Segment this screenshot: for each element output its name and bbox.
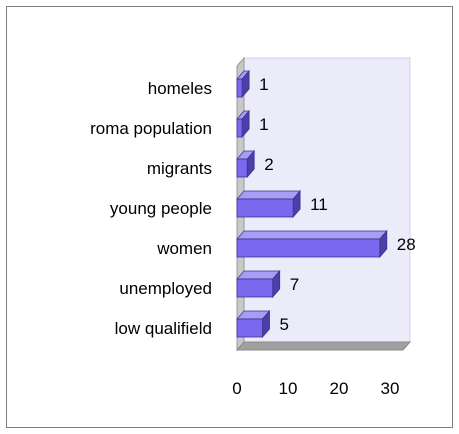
category-label: unemployed	[119, 279, 212, 298]
x-tick-label: 10	[279, 379, 298, 398]
bar-front-face	[237, 79, 242, 97]
category-label: low qualifield	[115, 319, 212, 338]
bar-front-face	[237, 119, 242, 137]
data-label: 28	[397, 235, 416, 254]
bar-top-face	[237, 231, 387, 239]
bar-front-face	[237, 199, 293, 217]
bar-front-face	[237, 239, 380, 257]
x-tick-label: 0	[232, 379, 241, 398]
bar-front-face	[237, 279, 273, 297]
data-label: 5	[280, 315, 289, 334]
floor	[237, 342, 410, 350]
data-label: 2	[264, 155, 273, 174]
category-label: young people	[110, 199, 212, 218]
category-label: migrants	[147, 159, 212, 178]
bar-young-people	[237, 191, 300, 217]
bar-top-face	[237, 191, 300, 199]
bar-women	[237, 231, 387, 257]
data-label: 11	[310, 195, 328, 214]
category-label: women	[156, 239, 212, 258]
data-label: 7	[290, 275, 299, 294]
data-label: 1	[259, 75, 268, 94]
bar-unemployed	[237, 271, 280, 297]
x-tick-label: 20	[330, 379, 349, 398]
bar-front-face	[237, 319, 263, 337]
x-tick-label: 30	[381, 379, 400, 398]
bar-front-face	[237, 159, 247, 177]
category-label: homeles	[148, 79, 212, 98]
data-label: 1	[259, 115, 268, 134]
category-label: roma population	[90, 119, 212, 138]
bar-low-qualifield	[237, 311, 270, 337]
